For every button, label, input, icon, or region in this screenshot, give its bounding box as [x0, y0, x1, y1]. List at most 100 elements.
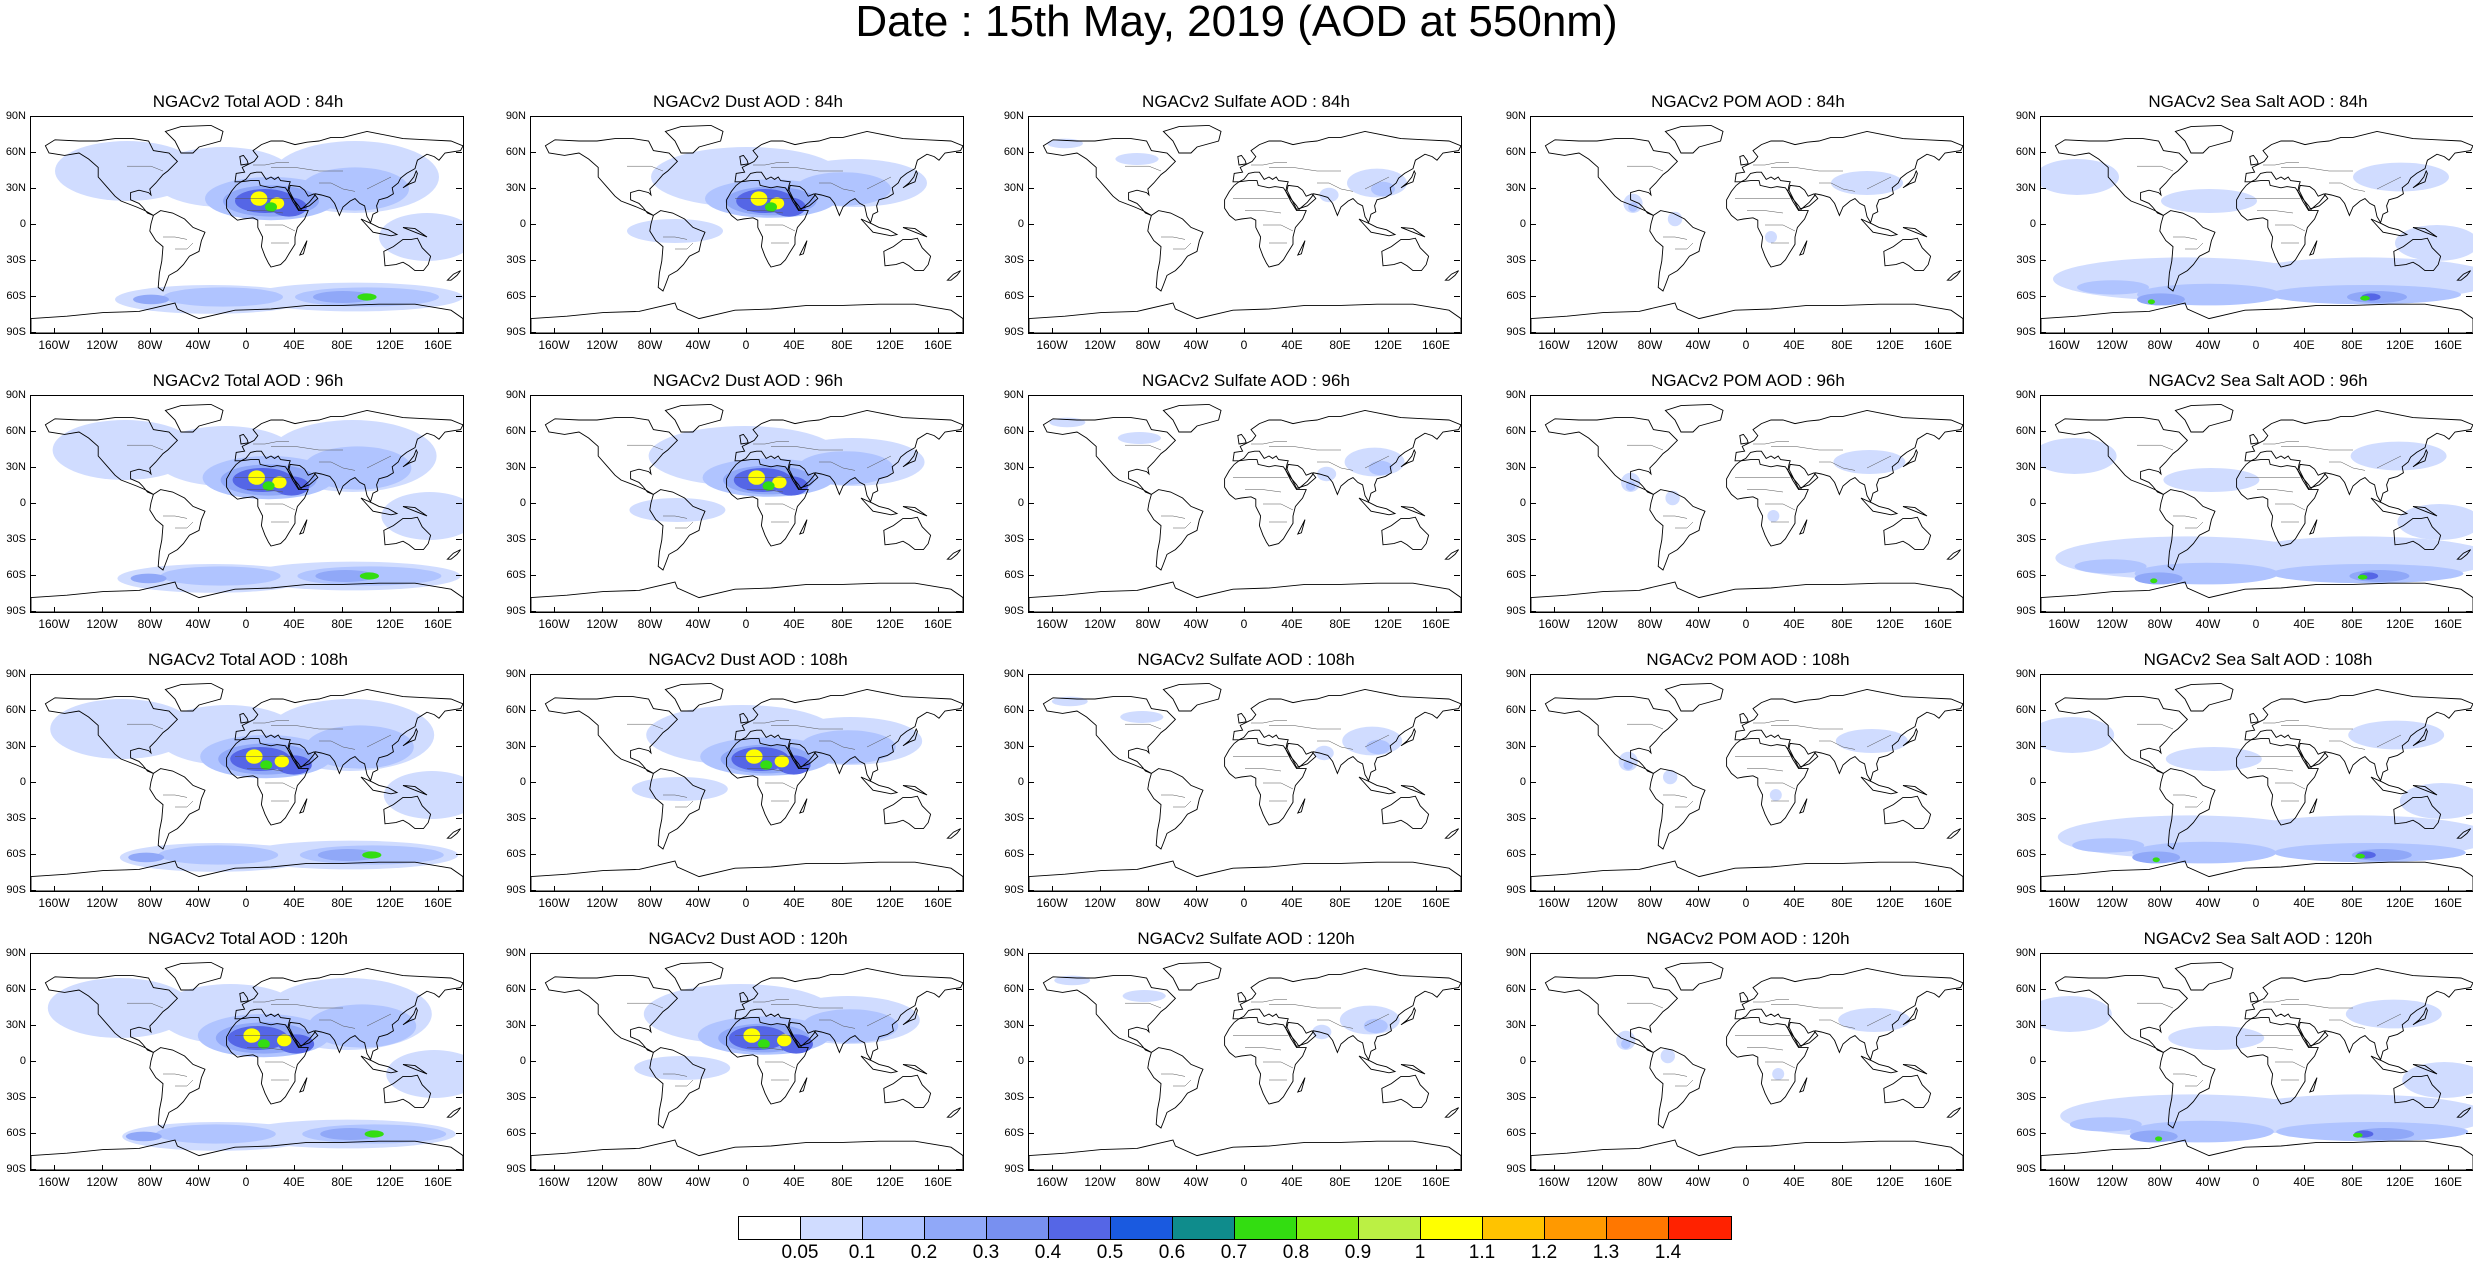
lon-tick-label: 0	[1742, 338, 1750, 352]
lon-tick-label: 40W	[1183, 896, 1209, 910]
lon-tick	[1292, 328, 1293, 334]
country-border	[2329, 182, 2366, 192]
country-border	[127, 723, 164, 730]
aod-field-mid	[163, 287, 283, 307]
lat-tick	[1530, 224, 1536, 225]
lon-tick-label: 80W	[137, 1175, 163, 1189]
lat-tick	[456, 989, 462, 990]
lon-tick	[1842, 1165, 1843, 1171]
lat-tick-label: 30N	[1505, 461, 1526, 473]
lon-tick	[54, 1165, 55, 1171]
coastline	[1358, 218, 1397, 237]
lon-tick-label: 40W	[2195, 617, 2221, 631]
aod-field-high	[2134, 572, 2183, 585]
coastline	[1237, 712, 1247, 724]
lat-tick	[530, 1169, 536, 1170]
lon-tick	[1388, 328, 1389, 334]
lat-tick-label: 30N	[1003, 461, 1024, 473]
lon-tick-label: 80W	[637, 617, 663, 631]
lon-tick-label: 80E	[331, 1175, 353, 1189]
coastline	[1232, 688, 1461, 782]
colorbar-label: 0.7	[1220, 1242, 1248, 1263]
country-border	[1269, 167, 1341, 172]
panel-title: NGACv2 POM AOD : 108h	[1646, 650, 1850, 669]
lon-tick	[842, 607, 843, 613]
lat-tick	[530, 890, 536, 891]
lat-tick	[1956, 431, 1962, 432]
aod-field-low	[627, 219, 723, 243]
lon-tick	[1602, 607, 1603, 613]
coastline	[1400, 226, 1426, 238]
lat-tick	[1454, 332, 1460, 333]
country-border	[1819, 740, 1856, 750]
lon-tick-label: 160E	[923, 617, 953, 631]
lat-tick-label: 0	[2029, 1055, 2036, 1067]
map-frame	[30, 953, 464, 1171]
coastline	[1162, 403, 1222, 433]
lon-tick-label: 0	[242, 1175, 250, 1189]
lon-tick-label: 40E	[783, 338, 805, 352]
aod-field-low	[1122, 990, 1166, 1002]
lon-tick	[2352, 1165, 2353, 1171]
lat-tick	[1454, 296, 1460, 297]
lat-tick	[530, 503, 536, 504]
lat-tick-label: 60S	[506, 290, 526, 302]
lon-tick	[342, 328, 343, 334]
lon-tick	[842, 886, 843, 892]
lon-tick	[1244, 328, 1245, 334]
lon-tick	[1388, 886, 1389, 892]
country-border	[1866, 734, 1892, 748]
coastline	[2236, 1017, 2319, 1105]
aod-field-mid	[305, 725, 414, 769]
coastline	[1358, 1055, 1397, 1074]
lon-tick-label: 120W	[2096, 1175, 2128, 1189]
country-border	[1364, 734, 1390, 748]
lat-tick	[1956, 953, 1962, 954]
lat-tick-label: 30N	[2015, 461, 2036, 473]
coastline	[1798, 798, 1808, 814]
coastline	[1798, 519, 1808, 535]
coastline	[2412, 448, 2428, 468]
lon-tick-label: 160E	[1923, 338, 1953, 352]
aod-field-mid	[2077, 280, 2149, 295]
coastline	[44, 696, 179, 774]
map-frame	[30, 674, 464, 892]
lon-tick-label: 80W	[637, 1175, 663, 1189]
coastline	[946, 270, 961, 281]
lon-tick	[938, 886, 939, 892]
coastline	[649, 210, 706, 292]
lon-tick	[1244, 1165, 1245, 1171]
country-border	[765, 1061, 796, 1069]
lon-tick-label: 80E	[2341, 338, 2363, 352]
lon-tick-label: 40W	[185, 896, 211, 910]
lat-tick	[1530, 539, 1536, 540]
colorbar-label: 1	[1414, 1242, 1426, 1263]
lat-tick	[1028, 782, 1034, 783]
coastline	[726, 459, 809, 547]
lon-tick-label: 40E	[1281, 617, 1303, 631]
country-border	[663, 236, 688, 240]
lat-tick	[1530, 116, 1536, 117]
coastline	[1902, 1006, 1918, 1026]
country-border	[1765, 224, 1796, 232]
panel-title: NGACv2 Total AOD : 120h	[147, 929, 348, 948]
coastline	[1531, 860, 1963, 891]
lat-tick-label: 90N	[1505, 389, 1526, 401]
country-border	[1819, 182, 1856, 192]
lon-tick-label: 40E	[1281, 896, 1303, 910]
coastline	[164, 961, 224, 991]
lat-tick	[2466, 503, 2472, 504]
country-border	[819, 1019, 856, 1029]
lon-tick-label: 160W	[1036, 338, 1068, 352]
lat-tick	[2040, 1169, 2046, 1170]
aod-field-peak	[774, 755, 789, 768]
lat-tick	[30, 152, 36, 153]
coastline	[1042, 138, 1177, 216]
lat-tick-label: 90S	[1506, 326, 1526, 338]
lat-tick	[2040, 818, 2046, 819]
lat-tick-label: 90N	[2015, 110, 2036, 122]
lon-tick-label: 160W	[538, 338, 570, 352]
lat-tick	[2466, 260, 2472, 261]
coastline	[1531, 581, 1963, 612]
coastline	[2249, 991, 2259, 1003]
